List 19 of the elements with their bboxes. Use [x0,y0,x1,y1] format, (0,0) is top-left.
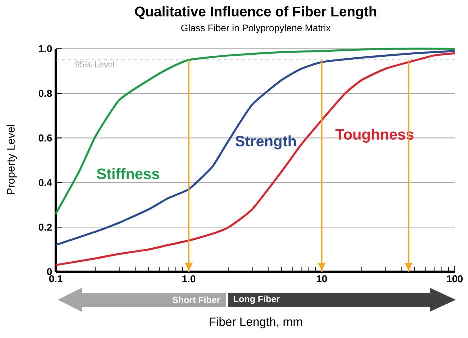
series-label: Strength [236,136,296,150]
series-label: Stiffness [97,168,160,180]
y-axis-title: Property Level [6,125,18,195]
ref-line-label: 95% Level [76,61,114,68]
x-tick-label: 1.0 [182,276,196,283]
text: Long Fiber [234,296,280,304]
y-tick-label: 0.6 [38,134,52,142]
y-tick-label: 0.8 [38,90,52,98]
y-tick-label: 0.4 [38,179,52,186]
text: Short Fiber [172,296,220,304]
x-axis-title: Fiber Length, mm [210,317,302,329]
chart-title: Qualitative Influence of Fiber Length [135,6,376,20]
y-tick-label: 0.2 [38,224,52,231]
y-tick-label: 1.0 [39,45,52,53]
chart-subtitle: Glass Fiber in Polypropylene Matrix [182,24,331,34]
y-tick-label: 0 [47,268,52,276]
x-tick-label: 0.1 [49,276,63,283]
x-tick-label: 10 [317,276,328,283]
x-tick-label: 100 [447,276,463,283]
